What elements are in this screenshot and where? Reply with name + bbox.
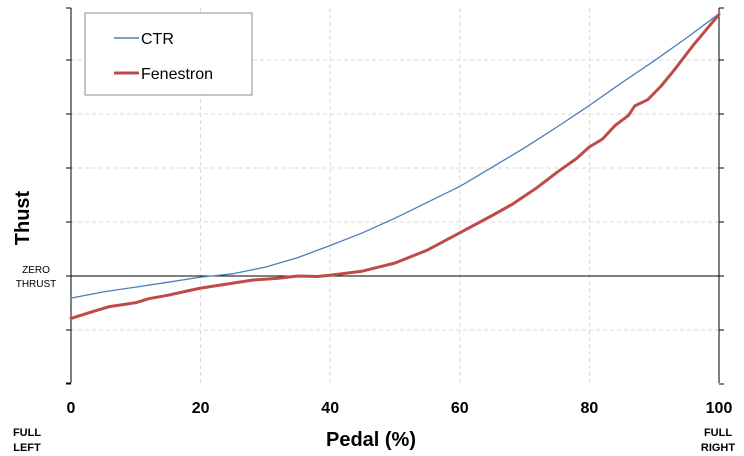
- legend-label-fenestron: Fenestron: [141, 66, 213, 83]
- x-tick-labels: 0 20 40 60 80 100: [67, 400, 733, 417]
- x-axis-label: Pedal (%): [326, 429, 416, 451]
- series-layer: [69, 12, 721, 320]
- legend-label-ctr: CTR: [141, 31, 174, 48]
- legend-box: [84, 12, 253, 96]
- zero-thrust-label-line1: ZERO: [22, 265, 50, 276]
- x-tick-label: 20: [192, 400, 210, 417]
- x-tick-label: 80: [581, 400, 599, 417]
- legend: CTR Fenestron: [84, 12, 253, 96]
- y-axis-label: Thust: [12, 190, 34, 245]
- full-right-label-line2: RIGHT: [701, 442, 736, 454]
- axes: [66, 7, 724, 385]
- x-tick-label: 40: [321, 400, 339, 417]
- series-line-fenestron: [69, 12, 721, 320]
- x-tick-label: 0: [67, 400, 76, 417]
- x-tick-label: 60: [451, 400, 469, 417]
- series-line-ctr: [70, 13, 720, 299]
- full-left-label-line1: FULL: [13, 427, 41, 439]
- zero-thrust-label-line2: THRUST: [16, 279, 57, 290]
- x-tick-label: 100: [706, 400, 733, 417]
- full-right-label-line1: FULL: [704, 427, 732, 439]
- full-left-label-line2: LEFT: [13, 442, 41, 454]
